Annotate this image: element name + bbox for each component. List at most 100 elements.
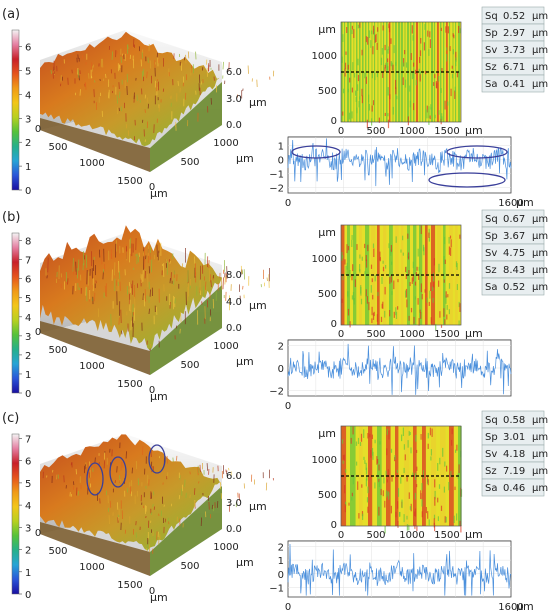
height-map-speckle: [430, 104, 432, 110]
height-map-speckle: [372, 294, 374, 300]
height-map-speckle: [414, 472, 417, 480]
height-map-speckle: [351, 239, 353, 248]
height-map-stripe: [419, 225, 423, 325]
height-map-speckle: [405, 290, 407, 298]
height-map: 0 500 1000 µm 0 500 1000 1500 µm: [312, 224, 483, 340]
height-map-speckle: [365, 255, 367, 262]
height-map-speckle: [364, 72, 366, 79]
height-map-speckle: [414, 511, 416, 516]
height-map-speckle: [407, 116, 409, 126]
height-map-speckle: [447, 26, 449, 34]
height-map-speckle: [427, 475, 429, 483]
height-map-speckle: [385, 265, 387, 269]
height-map-speckle: [368, 30, 371, 38]
height-map-speckle: [390, 448, 393, 453]
height-map-stripe: [359, 225, 362, 325]
height-map-y-tick-label: 500: [318, 289, 337, 300]
height-map-speckle: [434, 479, 436, 488]
roughness-parameter-table: Sq 0.52 µm Sp 2.97 µm Sv 3.73 µm Sz 6.71 µm Sa 0.41 µm: [481, 6, 548, 93]
parameter-name: Sv: [485, 248, 497, 259]
height-map-stripe: [413, 426, 417, 526]
height-map-speckle: [384, 500, 386, 508]
height-map-speckle: [378, 117, 380, 123]
height-map-speckle: [444, 259, 446, 264]
height-map-speckle: [376, 314, 378, 322]
height-map-speckle: [443, 486, 445, 493]
parameter-name: Sp: [485, 231, 498, 242]
height-map-speckle: [416, 525, 418, 532]
height-map-speckle: [347, 88, 349, 93]
surface-y-tick-label: 0: [149, 182, 155, 193]
height-map-speckle: [428, 120, 430, 125]
height-map-speckle: [366, 119, 368, 129]
height-map-speckle: [377, 459, 379, 464]
height-map-speckle: [361, 256, 363, 261]
height-map-speckle: [348, 502, 350, 506]
height-map-speckle: [389, 310, 391, 317]
height-map-speckle: [390, 275, 392, 283]
surface-spike: [118, 317, 120, 325]
height-map-speckle: [406, 299, 408, 308]
height-map-speckle: [361, 95, 363, 104]
height-map-speckle: [402, 252, 404, 256]
surface-spike: [119, 479, 121, 483]
colorbar-tick-label: 7: [25, 434, 31, 445]
height-map-speckle: [367, 36, 369, 45]
surface-y-tick-label: 500: [180, 360, 199, 371]
height-map-speckle: [430, 107, 432, 116]
height-map-speckle: [357, 437, 360, 445]
height-map-speckle: [430, 317, 432, 324]
surface-x-unit: µm: [150, 591, 168, 604]
colorbar: [11, 232, 20, 394]
height-map-y-unit: µm: [318, 23, 336, 36]
height-map-speckle: [342, 111, 344, 116]
height-map-speckle: [427, 432, 429, 439]
height-map-speckle: [408, 430, 410, 436]
height-map-speckle: [456, 284, 458, 291]
surface-spike: [114, 262, 116, 276]
height-map-stripe: [449, 22, 451, 122]
parameter-value: 4.18: [503, 449, 525, 460]
height-map-speckle: [368, 103, 370, 111]
height-map-speckle: [450, 247, 452, 256]
height-map-speckle: [358, 513, 360, 519]
height-map-speckle: [387, 58, 389, 63]
height-map-stripe: [368, 426, 373, 526]
surface-x-tick-label: 0: [35, 327, 41, 338]
parameter-name: Sp: [485, 432, 498, 443]
surface-spike: [76, 268, 78, 279]
height-map-speckle: [387, 491, 389, 496]
height-map-speckle: [452, 49, 454, 55]
surface-spike: [205, 281, 207, 290]
height-map-speckle: [381, 48, 383, 55]
height-map-speckle: [448, 246, 450, 255]
height-map-speckle: [440, 505, 443, 511]
height-map-y-unit: µm: [318, 427, 336, 440]
height-map-speckle: [391, 291, 393, 295]
height-map-speckle: [423, 42, 425, 51]
surface-x-tick-label: 500: [48, 345, 67, 356]
height-map-speckle: [413, 62, 415, 67]
height-map-speckle: [372, 100, 375, 106]
height-map-y-tick-label: 1000: [312, 455, 337, 466]
height-map-stripe: [434, 22, 436, 122]
height-map-speckle: [358, 101, 360, 108]
height-map-speckle: [411, 25, 413, 34]
height-map-speckle: [446, 47, 448, 51]
height-map-speckle: [368, 302, 370, 311]
surface-spike: [222, 61, 224, 70]
height-map-speckle: [422, 470, 425, 479]
surface-spike: [162, 88, 165, 92]
colorbar-tick-label: 8: [25, 237, 31, 248]
colorbar-tick-label: 0: [25, 389, 31, 400]
height-map-speckle: [444, 319, 446, 325]
height-map-speckle: [397, 306, 399, 310]
height-map-speckle: [367, 244, 369, 252]
parameter-value: 0.41: [503, 79, 525, 90]
height-map-speckle: [344, 485, 346, 494]
height-map-speckle: [426, 297, 428, 303]
height-map-speckle: [391, 62, 393, 71]
height-map-speckle: [356, 107, 358, 114]
height-map-speckle: [351, 29, 353, 35]
surface-x-tick-label: 1500: [117, 580, 142, 591]
